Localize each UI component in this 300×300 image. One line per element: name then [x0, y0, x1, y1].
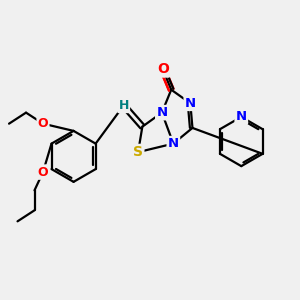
Text: N: N	[236, 110, 247, 123]
Text: S: S	[133, 145, 143, 159]
Text: O: O	[38, 117, 48, 130]
Text: N: N	[185, 97, 196, 110]
Text: N: N	[168, 137, 179, 150]
Text: O: O	[157, 62, 169, 76]
Text: O: O	[38, 166, 48, 178]
Text: N: N	[156, 106, 167, 119]
Text: H: H	[118, 99, 129, 112]
